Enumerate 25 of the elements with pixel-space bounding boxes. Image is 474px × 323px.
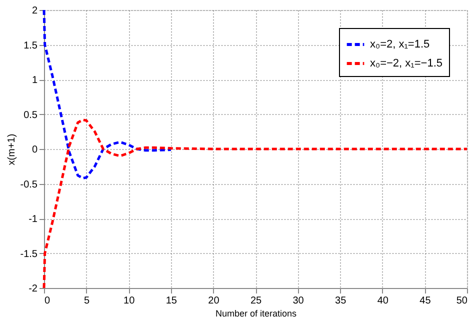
x-tick-label: 10 <box>124 296 136 306</box>
x-tick-label: 0 <box>44 296 50 306</box>
y-tick-label: 2 <box>32 6 38 16</box>
y-tick-label: 1 <box>32 75 38 86</box>
y-tick-label: -1.5 <box>20 248 38 260</box>
line-series <box>42 8 172 180</box>
x-tick-label: 30 <box>292 296 304 306</box>
x-tick-label: 25 <box>250 296 262 306</box>
x-tick-label: 45 <box>420 296 432 306</box>
y-tick-label: -2 <box>28 284 38 294</box>
y-axis-title: x(m+1) <box>6 134 18 166</box>
y-tick-label: 1.5 <box>24 40 38 52</box>
x-tick-label: 15 <box>166 296 178 306</box>
legend-label: x₀=−2, x₁=−1.5 <box>370 58 442 70</box>
x-tick-label: 20 <box>208 296 220 306</box>
y-tick-label: 0 <box>32 144 38 156</box>
y-tick-label: 0.5 <box>24 110 38 121</box>
y-tick-label: -0.5 <box>20 179 38 190</box>
y-tick-label: -1 <box>28 214 38 225</box>
x-tick-label: 40 <box>377 296 389 306</box>
x-tick-label: 5 <box>84 296 90 306</box>
x-tick-label: 35 <box>335 296 347 306</box>
x-axis-title: Number of iterations <box>215 308 298 318</box>
x-tick-label: 50 <box>456 296 468 306</box>
legend-label: x₀=2, x₁=1.5 <box>370 38 430 50</box>
